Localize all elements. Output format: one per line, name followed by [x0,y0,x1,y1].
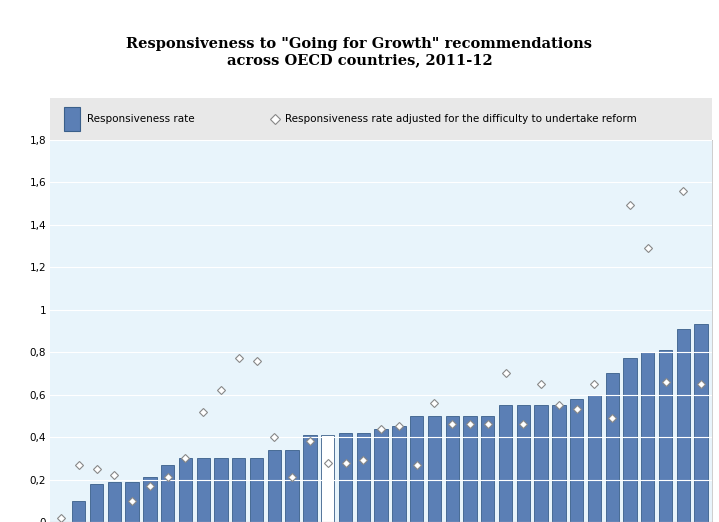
Bar [179,458,192,522]
Bar [517,405,530,522]
Bar [125,482,139,522]
Text: Responsiveness rate: Responsiveness rate [87,114,194,124]
Bar [410,416,423,522]
Text: Responsiveness rate adjusted for the difficulty to undertake reform: Responsiveness rate adjusted for the dif… [285,114,637,124]
Bar [285,450,299,522]
Bar [108,482,121,522]
Bar [90,484,104,522]
Bar [481,416,495,522]
Bar [534,405,548,522]
Bar [623,359,637,522]
Bar [446,416,459,522]
Bar [677,329,690,522]
Bar [499,405,512,522]
Bar [428,416,441,522]
Bar [659,350,672,522]
Bar [321,435,334,522]
FancyBboxPatch shape [63,106,80,132]
Bar [605,373,619,522]
Bar [214,458,228,522]
Bar [641,352,654,522]
Bar [375,429,388,522]
Bar [552,405,566,522]
Bar [72,501,86,522]
Bar [196,458,210,522]
Bar [303,435,316,522]
Bar [587,395,601,522]
Text: Responsiveness to "Going for Growth" recommendations
across OECD countries, 2011: Responsiveness to "Going for Growth" rec… [127,37,592,67]
Bar [463,416,477,522]
Bar [250,458,263,522]
Bar [695,324,707,522]
Bar [570,399,583,522]
Bar [143,478,157,522]
Bar [267,450,281,522]
Bar [392,426,406,522]
Bar [161,465,174,522]
Bar [357,433,370,522]
Bar [339,433,352,522]
Bar [232,458,245,522]
